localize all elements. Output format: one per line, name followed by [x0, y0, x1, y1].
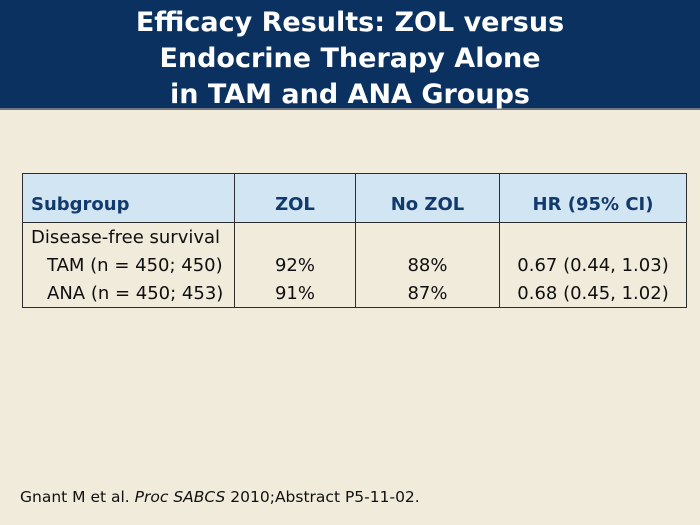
title-band: Efficacy Results: ZOL versus Endocrine T… [0, 0, 700, 110]
cell-subgroup-label: ANA (n = 450; 453) [22, 279, 235, 308]
cell-no-zol-value: 88% [355, 251, 500, 279]
slide-title-line-1: Efficacy Results: ZOL versus [135, 7, 565, 38]
table-header-row: Subgroup ZOL No ZOL HR (95% CI) [22, 173, 687, 223]
cell-no-zol-value: 87% [355, 279, 500, 308]
cell-hr-value [499, 222, 687, 251]
table-row-ana: ANA (n = 450; 453) 91% 87% 0.68 (0.45, 1… [22, 279, 687, 308]
citation-prefix: Gnant M et al. [20, 488, 135, 506]
cell-hr-value: 0.67 (0.44, 1.03) [499, 251, 687, 279]
slide-title-line-2: Endocrine Therapy Alone [159, 43, 541, 74]
cell-zol-value [234, 222, 356, 251]
cell-hr-value: 0.68 (0.45, 1.02) [499, 279, 687, 308]
citation-suffix: 2010;Abstract P5-11-02. [225, 488, 420, 506]
column-header-no-zol: No ZOL [355, 173, 500, 223]
cell-zol-value: 92% [234, 251, 356, 279]
cell-subgroup-label: TAM (n = 450; 450) [22, 251, 235, 279]
cell-subgroup-label: Disease-free survival [22, 222, 235, 251]
column-header-subgroup: Subgroup [22, 173, 235, 223]
column-header-zol: ZOL [234, 173, 356, 223]
table-row-tam: TAM (n = 450; 450) 92% 88% 0.67 (0.44, 1… [22, 251, 687, 279]
cell-no-zol-value [355, 222, 500, 251]
slide-title-line-3: in TAM and ANA Groups [170, 79, 530, 110]
citation: Gnant M et al. Proc SABCS 2010;Abstract … [20, 487, 420, 507]
column-header-hr-ci: HR (95% CI) [499, 173, 687, 223]
table-header: Subgroup ZOL No ZOL HR (95% CI) [22, 173, 687, 223]
table-row-disease-free-survival: Disease-free survival [22, 222, 687, 251]
efficacy-results-table: Subgroup ZOL No ZOL HR (95% CI) Disease-… [22, 173, 687, 308]
table-body: Disease-free survival TAM (n = 450; 450)… [22, 222, 687, 308]
cell-zol-value: 91% [234, 279, 356, 308]
citation-journal: Proc SABCS [134, 488, 226, 506]
